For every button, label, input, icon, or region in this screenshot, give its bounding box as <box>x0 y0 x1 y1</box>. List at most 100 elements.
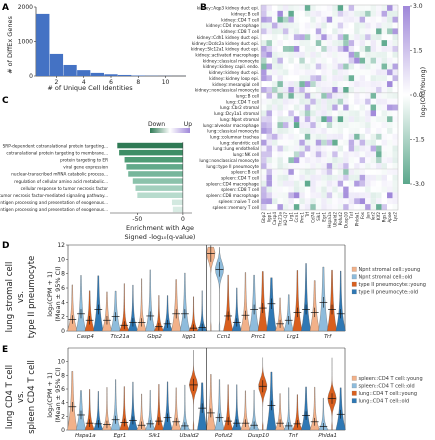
panel-b-heatmap-cell <box>282 5 289 11</box>
panel-b-heatmap-cell <box>348 198 355 205</box>
panel-b-heatmap-cell <box>315 22 322 29</box>
panel-b-heatmap-cell <box>310 204 316 211</box>
panel-b-heatmap-cell <box>354 186 360 193</box>
panel-b-heatmap-cell <box>321 34 327 41</box>
panel-b-heatmap-cell <box>299 10 305 17</box>
panel-b-heatmap-cell <box>376 75 382 82</box>
panel-b-heatmap-cell <box>288 110 294 117</box>
panel-b-heatmap-cell <box>315 116 322 123</box>
panel-b-heatmap-cell <box>348 87 355 93</box>
panel-b-heatmap-cell <box>310 16 316 23</box>
panel-b-heatmap-cell <box>261 34 267 41</box>
panel-b-heatmap-cell <box>261 122 267 129</box>
panel-b-column-label: Ccn1 <box>294 212 299 223</box>
panel-b-heatmap-cell <box>293 81 300 88</box>
panel-b-heatmap-cell <box>271 110 278 117</box>
panel-b-heatmap-cell <box>299 57 305 64</box>
panel-a-bar <box>36 13 50 76</box>
panel-b-heatmap-cell <box>326 204 333 211</box>
panel-a-xtick-label: 8 <box>136 79 140 86</box>
panel-b-heatmap-cell <box>354 40 360 47</box>
panel-b-heatmap-cell <box>332 128 338 134</box>
panel-b-heatmap-cell <box>332 104 338 111</box>
panel-b-heatmap-cell <box>376 34 382 41</box>
panel-b-heatmap-cell <box>277 145 283 152</box>
panel-b-heatmap-cell <box>261 28 267 35</box>
panel-b-heatmap-cell <box>359 180 366 187</box>
panel-b-heatmap-cell <box>370 75 377 82</box>
panel-d-ylabel2: (Mean ± 95% CI) <box>54 266 62 321</box>
panel-b-heatmap-cell <box>293 110 300 117</box>
panel-c-term-label: nuclear-transcribed mRNA catabolic proce… <box>11 172 108 177</box>
panel-b-column-label: Lrg1 <box>289 212 294 222</box>
panel-b-heatmap-cell <box>315 139 322 146</box>
panelD-violin <box>283 294 294 332</box>
panel-b-heatmap-cell <box>299 87 305 93</box>
panel-b-heatmap-cell <box>315 63 322 70</box>
panelE-ytick-label: 0 <box>61 427 65 434</box>
panel-b-heatmap-cell <box>261 192 267 199</box>
panel-b-heatmap-cell <box>332 57 338 64</box>
panel-b-heatmap-cell <box>359 28 366 35</box>
panel-b-heatmap-cell <box>299 46 305 52</box>
panel-b-heatmap-cell <box>387 40 393 47</box>
panel-b-heatmap-cell <box>326 10 333 17</box>
panel-b-heatmap-cell <box>326 133 333 140</box>
panel-b-heatmap-cell <box>288 34 294 41</box>
panel-b-heatmap-cell <box>261 116 267 123</box>
panel-b-heatmap-cell <box>277 104 283 111</box>
panel-b-column-label: Hspa1a <box>327 212 332 228</box>
panel-b-heatmap-cell <box>337 104 344 111</box>
panel-b-heatmap-cell <box>348 10 355 17</box>
panel-a-bar <box>49 53 64 76</box>
panel-b-heatmap-cell <box>343 16 349 23</box>
panel-b-heatmap-cell <box>266 110 273 117</box>
panel-b-heatmap-cell <box>310 122 316 129</box>
panel-b-heatmap-cell <box>299 34 305 41</box>
panelD-ytick-label: 10 <box>57 256 65 263</box>
panel-b-heatmap-cell <box>348 63 355 70</box>
panel-b-heatmap-cell <box>370 163 377 170</box>
panelD-gene-label: Lrg1 <box>287 334 299 340</box>
panel-a-ytick-label: 1000 <box>18 39 33 46</box>
panel-b-heatmap-cell <box>354 46 360 52</box>
panel-b-heatmap-cell <box>354 34 360 41</box>
panel-b-heatmap-cell <box>321 116 327 123</box>
panel-b-heatmap-cell <box>304 151 311 158</box>
panel-b-heatmap-cell <box>337 34 344 41</box>
panel-b-heatmap-cell <box>277 22 283 29</box>
panel-b-heatmap-cell <box>271 28 278 35</box>
panel-b-heatmap-cell <box>321 133 327 140</box>
panel-b-heatmap-cell <box>288 163 294 170</box>
panel-b-heatmap-cell <box>321 87 327 93</box>
panel-b-heatmap-cell <box>261 204 267 211</box>
panel-b-heatmap-cell <box>387 169 393 175</box>
panel-b-row-label: kidney::activated macrophage <box>195 53 259 58</box>
panel-b-heatmap-cell <box>293 163 300 170</box>
panel-b-heatmap-cell <box>387 180 393 187</box>
panel-b-heatmap-cell <box>304 169 311 175</box>
panel-b-heatmap-cell <box>261 157 267 164</box>
panel-b-heatmap-cell <box>266 204 273 211</box>
panel-b-heatmap-cell <box>304 104 311 111</box>
panel-b-heatmap-cell <box>299 28 305 35</box>
panel-b-colorbar-tick-label: 1.5 <box>413 48 423 55</box>
panel-b-heatmap-cell <box>359 116 366 123</box>
panel-b-heatmap-cell <box>365 104 371 111</box>
panel-b-heatmap-cell <box>261 133 267 140</box>
panel-b-heatmap-cell <box>310 69 316 76</box>
panel-b-heatmap-cell <box>266 81 273 88</box>
panel-b-column-label: Ier2 <box>371 212 376 221</box>
panel-b-row-label: lung::alveolar macrophage <box>203 123 260 128</box>
panel-b-heatmap-cell <box>370 51 377 58</box>
panel-b-heatmap-cell <box>266 139 273 146</box>
panelD-violin <box>119 283 130 332</box>
panel-b-heatmap-cell <box>299 198 305 205</box>
panel-b-heatmap-cell <box>282 186 289 193</box>
panel-b-column-label: Jun <box>365 212 370 220</box>
panel-b-row-label: spleen::naive T cell <box>219 199 260 204</box>
panel-b-heatmap-cell <box>282 151 289 158</box>
panel-b-heatmap-cell <box>288 174 294 181</box>
panelE-violin <box>76 390 86 431</box>
panel-b-heatmap-cell <box>343 122 349 129</box>
